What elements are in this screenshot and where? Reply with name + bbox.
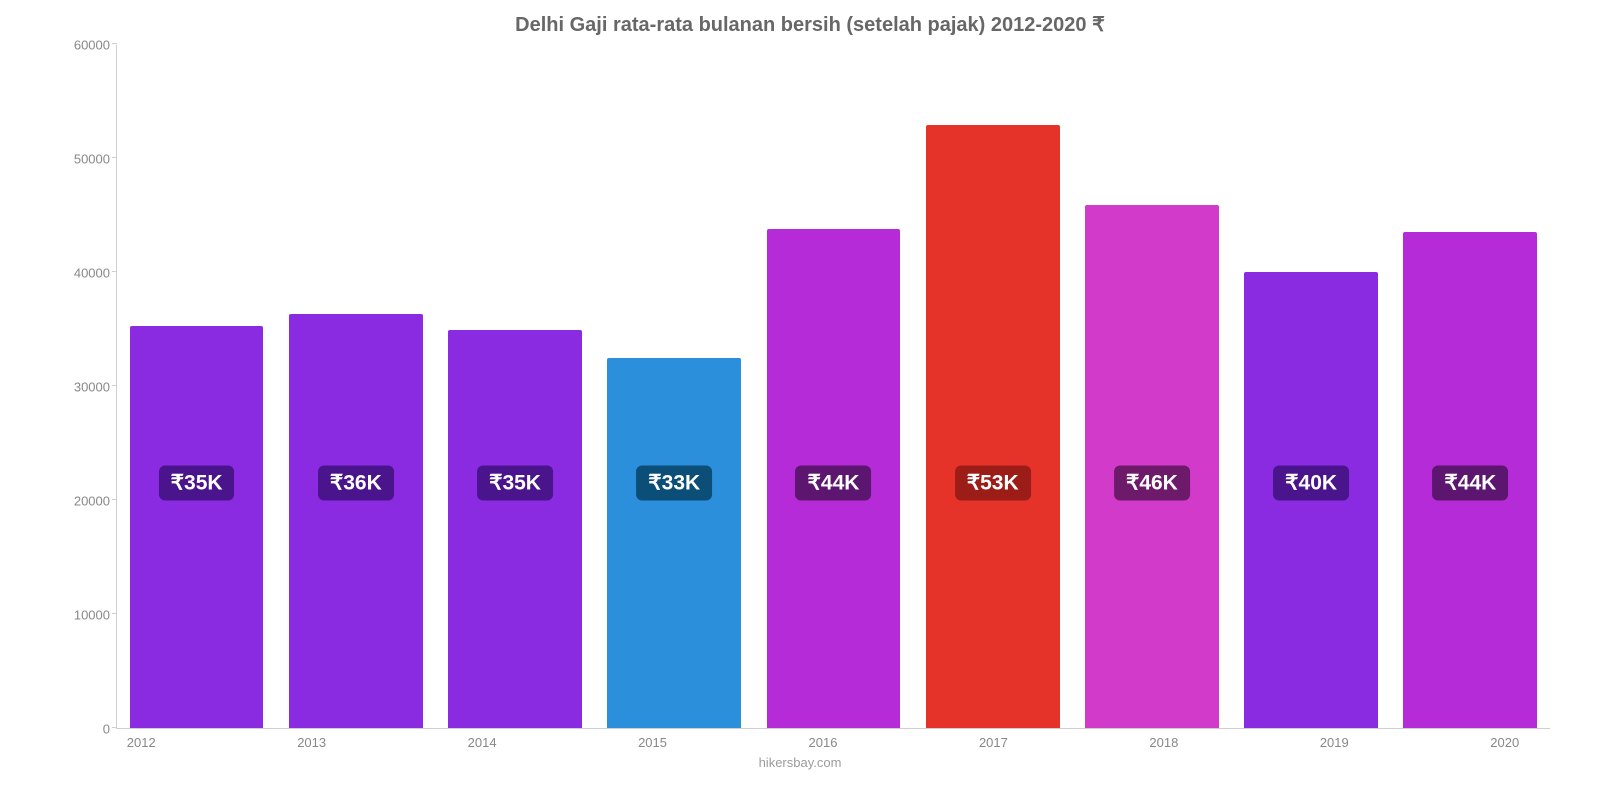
y-tick-label: 60000 (60, 38, 110, 53)
x-tick-label: 2014 (397, 735, 567, 750)
bar-slot: ₹40K (1232, 45, 1391, 728)
chart-title: Delhi Gaji rata-rata bulanan bersih (set… (60, 12, 1560, 37)
bar-slot: ₹44K (1391, 45, 1550, 728)
x-tick-label: 2016 (738, 735, 908, 750)
y-tick-label: 20000 (60, 494, 110, 509)
bar-slot: ₹35K (117, 45, 276, 728)
plot-region: 0100002000030000400005000060000 ₹35K₹36K… (60, 45, 1560, 729)
x-tick-label: 2012 (56, 735, 226, 750)
y-tick-mark (112, 499, 117, 500)
bar-slot: ₹46K (1072, 45, 1231, 728)
bar-value-badge: ₹44K (1432, 465, 1508, 500)
x-tick-label: 2019 (1249, 735, 1419, 750)
bar-value-badge: ₹36K (318, 465, 394, 500)
y-tick-label: 30000 (60, 380, 110, 395)
x-axis: 201220132014201520162017201820192020 (56, 735, 1590, 750)
y-tick-mark (112, 271, 117, 272)
y-tick-mark (112, 43, 117, 44)
y-tick-mark (112, 727, 117, 728)
y-tick-label: 10000 (60, 608, 110, 623)
bar-slot: ₹35K (435, 45, 594, 728)
bar: ₹33K (607, 358, 741, 729)
bar: ₹46K (1085, 205, 1219, 728)
plot-area: ₹35K ₹36K ₹35K ₹33K ₹44K ₹53K ₹46K ₹40K ₹44K (116, 45, 1550, 729)
y-tick-label: 40000 (60, 266, 110, 281)
bar-value-badge: ₹35K (477, 465, 553, 500)
y-tick-mark (112, 613, 117, 614)
salary-bar-chart: Delhi Gaji rata-rata bulanan bersih (set… (0, 0, 1600, 800)
bar-value-badge: ₹33K (636, 465, 712, 500)
bar-value-badge: ₹35K (159, 465, 235, 500)
bar-value-badge: ₹46K (1114, 465, 1190, 500)
x-tick-label: 2020 (1420, 735, 1590, 750)
bar: ₹36K (289, 314, 423, 728)
attribution-text: hikersbay.com (0, 755, 1600, 770)
bar-slot: ₹44K (754, 45, 913, 728)
bar-value-badge: ₹40K (1273, 465, 1349, 500)
bar: ₹40K (1244, 272, 1378, 728)
x-tick-label: 2018 (1079, 735, 1249, 750)
x-tick-label: 2013 (226, 735, 396, 750)
bar-slot: ₹33K (595, 45, 754, 728)
y-tick-label: 50000 (60, 152, 110, 167)
bar: ₹53K (926, 125, 1060, 728)
x-tick-label: 2015 (567, 735, 737, 750)
bar: ₹44K (1403, 232, 1537, 728)
bar-slot: ₹36K (276, 45, 435, 728)
bar-slot: ₹53K (913, 45, 1072, 728)
bar-value-badge: ₹44K (796, 465, 872, 500)
bars-container: ₹35K ₹36K ₹35K ₹33K ₹44K ₹53K ₹46K ₹40K ₹44K (117, 45, 1550, 728)
bar: ₹35K (130, 326, 264, 728)
y-tick-mark (112, 385, 117, 386)
bar-value-badge: ₹53K (955, 465, 1031, 500)
y-tick-mark (112, 157, 117, 158)
x-tick-label: 2017 (908, 735, 1078, 750)
y-axis: 0100002000030000400005000060000 (60, 45, 116, 729)
bar: ₹35K (448, 330, 582, 728)
bar: ₹44K (767, 229, 901, 728)
